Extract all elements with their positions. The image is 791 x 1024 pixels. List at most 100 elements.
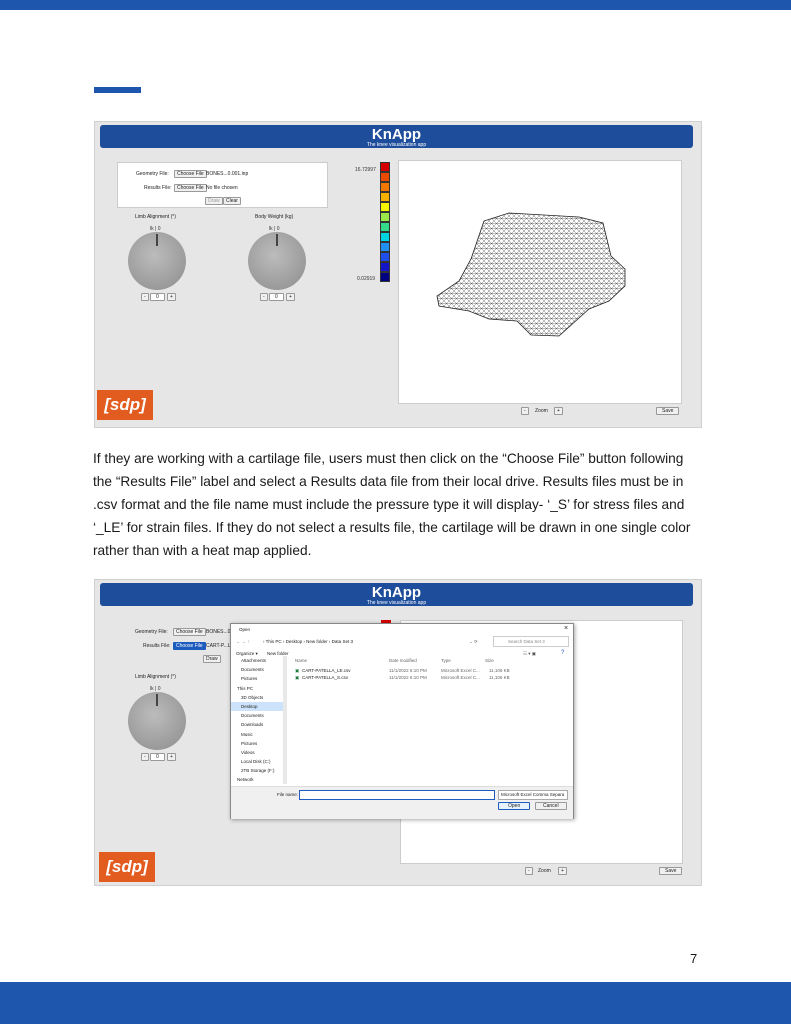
- nav-pane-item[interactable]: Documents: [241, 667, 264, 673]
- navigation-pane: Attachments Documents Pictures This PC 3D Ob…: [231, 656, 283, 785]
- app-subtitle: The knee visualization app: [366, 600, 427, 606]
- new-folder-button[interactable]: New folder: [267, 651, 289, 656]
- limb-alignment-label: Limb Alignment (°): [135, 214, 176, 220]
- legend-swatch: [380, 172, 390, 182]
- file-name: CART-PATELLA_S.csv: [302, 675, 349, 680]
- limb-plus-button[interactable]: +: [167, 753, 176, 761]
- file-size: 11,106 KB: [489, 668, 510, 673]
- nav-scrollbar[interactable]: [283, 656, 287, 784]
- limb-alignment-knob[interactable]: [128, 232, 186, 290]
- zoom-plus-button[interactable]: +: [554, 407, 563, 415]
- limb-alignment-label: Limb Alignment (°): [135, 674, 176, 680]
- legend-swatch: [380, 262, 390, 272]
- file-date: 11/1/2022 6:10 PM: [389, 668, 427, 673]
- sdp-logo: [sdp]: [99, 852, 155, 882]
- open-button[interactable]: Open: [498, 802, 531, 810]
- zoom-minus-button[interactable]: -: [521, 407, 529, 415]
- nav-pane-item[interactable]: Downloads: [241, 722, 264, 728]
- organize-menu[interactable]: Organize ▾: [236, 651, 258, 656]
- search-box[interactable]: Search Data Set 3: [493, 636, 569, 647]
- view-options-icon[interactable]: ☷ ▾ ▣: [523, 651, 537, 656]
- weight-plus-button[interactable]: +: [286, 293, 295, 301]
- column-name[interactable]: Name: [295, 658, 308, 663]
- geometry-file-label: Geometry File:: [136, 171, 169, 177]
- limb-stepper-value[interactable]: 0: [150, 753, 165, 761]
- limb-alignment-knob[interactable]: [128, 692, 186, 750]
- results-file-label: Results File:: [144, 185, 172, 191]
- zoom-minus-button[interactable]: -: [525, 867, 533, 875]
- cancel-button[interactable]: Cancel: [535, 802, 567, 810]
- nav-pane-item[interactable]: Desktop: [231, 701, 283, 712]
- results-file-label: Results File:: [143, 643, 171, 649]
- mesh-render: [436, 212, 626, 337]
- zoom-plus-button[interactable]: +: [558, 867, 567, 875]
- knapp-screenshot-2: KnApp The knee visualization app Geometr…: [94, 579, 702, 886]
- nav-pane-item[interactable]: Network: [237, 777, 254, 783]
- legend-swatch: [380, 162, 390, 172]
- save-button[interactable]: Save: [656, 407, 680, 415]
- limb-minus-button[interactable]: -: [141, 753, 149, 761]
- nav-pane-item[interactable]: Pictures: [241, 740, 258, 746]
- draw-button[interactable]: Draw: [205, 197, 223, 205]
- page-number: 7: [690, 951, 698, 966]
- column-date[interactable]: Date modified: [389, 658, 417, 663]
- legend-min-label: 0.02919: [357, 276, 376, 282]
- nav-pane-item[interactable]: Pictures: [241, 676, 258, 682]
- geometry-file-name: BONES...0.001.inp: [206, 171, 249, 177]
- visualization-canvas[interactable]: [398, 160, 682, 404]
- results-file-name: No file chosen: [206, 185, 238, 191]
- file-type-select[interactable]: Microsoft Excel Comma Separa: [498, 790, 568, 800]
- dialog-title: Open: [239, 627, 251, 632]
- clear-button[interactable]: Clear: [223, 197, 241, 205]
- body-weight-label: Body Weight (kg): [255, 214, 294, 220]
- weight-minus-button[interactable]: -: [260, 293, 268, 301]
- limb-plus-button[interactable]: +: [167, 293, 176, 301]
- top-band: [0, 0, 791, 10]
- save-button[interactable]: Save: [659, 867, 683, 875]
- results-choose-file-button[interactable]: Choose File: [174, 184, 207, 192]
- file-name-input[interactable]: [299, 790, 495, 800]
- file-name: CART-PATELLA_LE.csv: [302, 668, 351, 673]
- nav-pane-item[interactable]: 2TB Storage (F:): [241, 768, 275, 774]
- breadcrumb[interactable]: › This PC › Desktop › New folder › Data …: [263, 639, 353, 644]
- nav-pane-item[interactable]: Attachments: [241, 658, 267, 663]
- geometry-choose-file-button[interactable]: Choose File: [174, 170, 207, 178]
- open-file-dialog: Open × ← → ↑ › This PC › Desktop › New f…: [230, 623, 574, 819]
- geometry-choose-file-button[interactable]: Choose File: [173, 628, 206, 636]
- weight-stepper-value[interactable]: 0: [269, 293, 284, 301]
- dialog-close-button[interactable]: ×: [564, 625, 569, 632]
- limb-stepper-value[interactable]: 0: [150, 293, 165, 301]
- search-placeholder: Search Data Set 3: [508, 639, 545, 644]
- nav-pane-item[interactable]: Documents: [241, 713, 264, 719]
- limb-knob-ticks: lk | 0: [150, 226, 161, 232]
- file-type-value: Microsoft Excel Comma Separa: [501, 792, 565, 797]
- legend-swatch: [380, 182, 390, 192]
- knapp-screenshot-1: KnApp The knee visualization app Geometr…: [94, 121, 702, 428]
- file-name-label: File name:: [277, 792, 299, 797]
- zoom-label: Zoom: [535, 408, 548, 414]
- body-weight-knob[interactable]: [248, 232, 306, 290]
- sdp-logo: [sdp]: [97, 390, 153, 420]
- dialog-footer: File name: Microsoft Excel Comma Separa …: [231, 786, 573, 819]
- refresh-icon[interactable]: ⌄ ⟳: [469, 639, 478, 644]
- nav-pane-item[interactable]: Local Disk (C:): [241, 759, 271, 765]
- nav-pane-item[interactable]: Videos: [241, 749, 255, 755]
- legend-swatch: [380, 192, 390, 202]
- legend-swatch: [380, 232, 390, 242]
- nav-pane-item[interactable]: 3D Objects: [241, 694, 264, 700]
- legend-swatch: [380, 212, 390, 222]
- column-type[interactable]: Type: [441, 658, 451, 663]
- column-size[interactable]: Size: [485, 658, 494, 663]
- accent-bar: [94, 87, 141, 93]
- legend-swatch: [380, 272, 390, 282]
- limb-minus-button[interactable]: -: [141, 293, 149, 301]
- file-type: Microsoft Excel C...: [441, 675, 480, 680]
- nav-pane-item[interactable]: This PC: [237, 685, 254, 691]
- help-icon[interactable]: ?: [561, 650, 565, 656]
- draw-button[interactable]: Draw: [203, 655, 221, 663]
- results-choose-file-button[interactable]: Choose File: [173, 642, 206, 650]
- nav-pane-item[interactable]: Music: [241, 731, 253, 737]
- legend-swatch: [380, 202, 390, 212]
- geometry-file-name: BONES...0(: [206, 629, 233, 635]
- nav-arrows-icon[interactable]: ← → ↑: [236, 639, 250, 644]
